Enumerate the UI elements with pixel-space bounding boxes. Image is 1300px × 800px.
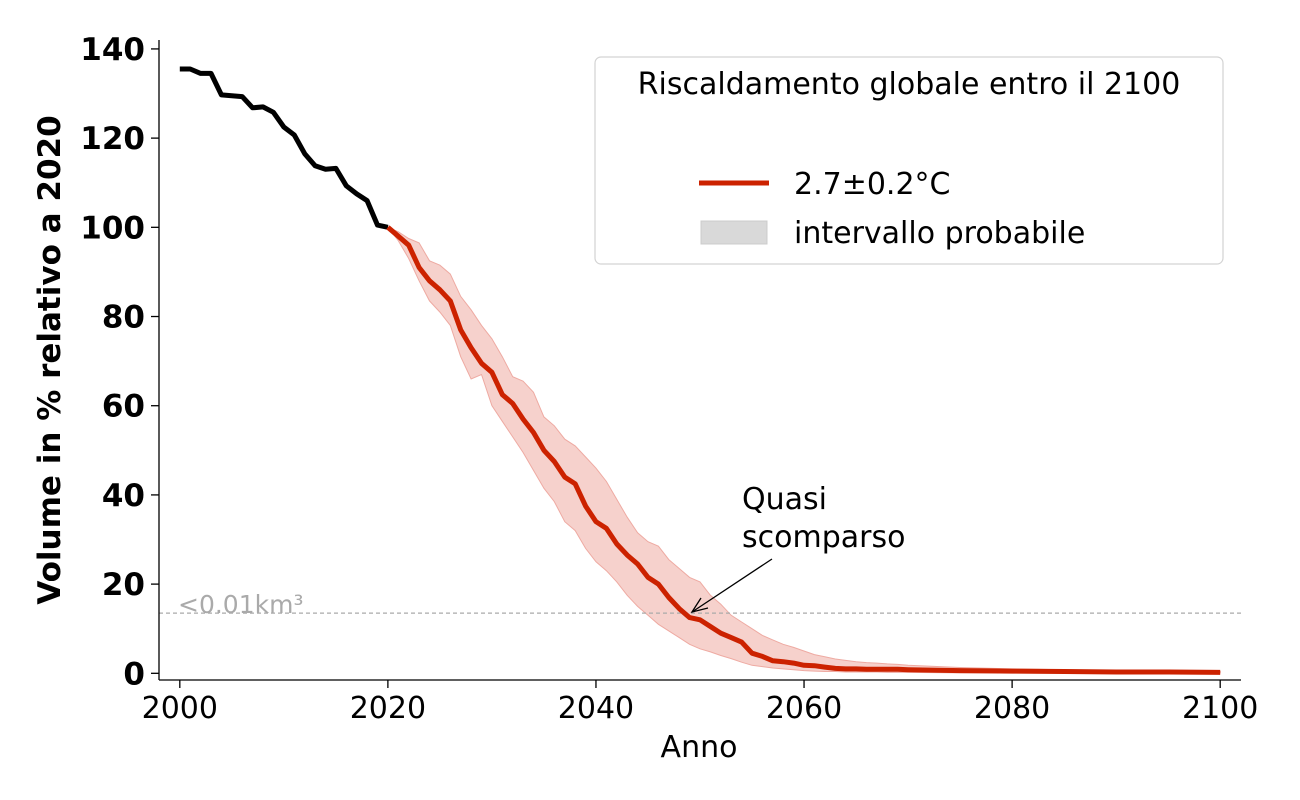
annotation-line-2: scomparso [742,520,905,555]
annotation: Quasi scomparso [690,482,905,614]
threshold-label: <0.01km³ [178,590,303,619]
y-tick-label: 60 [102,389,145,425]
legend-entry-projection: 2.7±0.2°C [794,167,951,202]
x-tick-label: 2040 [558,691,634,726]
y-tick-label: 140 [80,32,145,68]
y-tick-label: 100 [80,210,145,246]
x-tick-label: 2100 [1182,691,1258,726]
y-tick-label: 120 [80,121,145,157]
x-tick-label: 2000 [142,691,218,726]
x-axis-label: Anno [661,730,738,765]
legend-patch-swatch [700,220,768,245]
legend: Riscaldamento globale entro il 2100 2.7±… [594,56,1224,265]
y-tick-label: 80 [102,300,145,336]
likely-range-band [387,226,1221,674]
y-tick-label: 40 [102,478,145,514]
x-tick-label: 2060 [766,691,842,726]
x-tick-label: 2080 [974,691,1050,726]
y-tick-label: 20 [102,567,145,603]
x-tick-label: 2020 [350,691,426,726]
y-axis-label: Volume in % relativo a 2020 [32,115,68,604]
annotation-arrow-shaft [691,558,773,613]
line-layer [179,66,1221,675]
y-tick-label: 0 [123,656,145,692]
band-layer [387,226,1221,674]
legend-frame [594,56,1224,265]
annotation-line-1: Quasi [742,482,827,517]
legend-title: Riscaldamento globale entro il 2100 [638,67,1181,102]
historical-line [179,66,389,230]
annotation-arrowhead [690,597,709,614]
legend-entry-range: intervallo probabile [794,216,1085,251]
projection-line [386,225,1221,675]
